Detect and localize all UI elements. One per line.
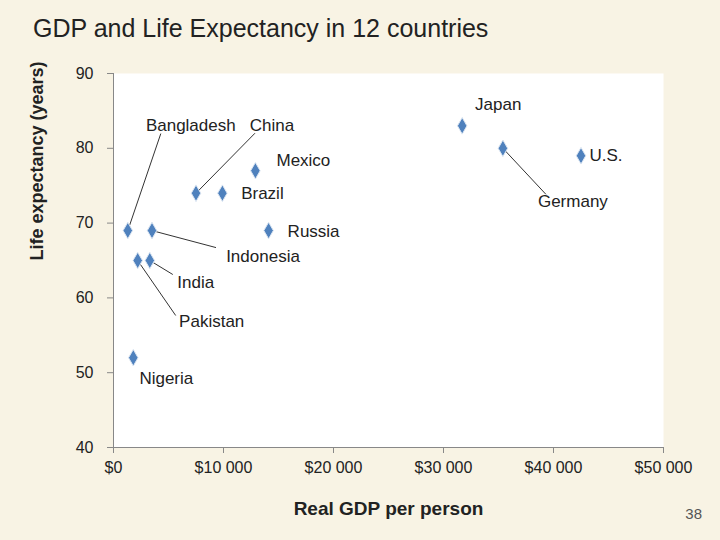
svg-text:$20 000: $20 000: [305, 459, 363, 476]
svg-text:Nigeria: Nigeria: [139, 369, 193, 388]
svg-text:$10 000: $10 000: [195, 459, 253, 476]
svg-text:$50 000: $50 000: [635, 459, 693, 476]
html-text:GDP and Life Expectancy in 12: GDP and Life Expectancy in 12 countries: [33, 14, 489, 42]
svg-text:Brazil: Brazil: [241, 184, 284, 203]
svg-text:India: India: [177, 273, 214, 292]
svg-text:China: China: [250, 116, 295, 135]
svg-text:60: 60: [76, 289, 94, 306]
svg-text:$30 000: $30 000: [415, 459, 473, 476]
svg-text:$40 000: $40 000: [525, 459, 583, 476]
svg-text:Indonesia: Indonesia: [226, 247, 300, 266]
svg-text:Russia: Russia: [288, 222, 341, 241]
svg-text:Pakistan: Pakistan: [179, 312, 244, 331]
svg-text:Mexico: Mexico: [276, 151, 330, 170]
html-text:38: 38: [685, 505, 702, 522]
svg-text:Germany: Germany: [538, 192, 608, 211]
svg-text:40: 40: [76, 439, 94, 456]
svg-text:70: 70: [76, 214, 94, 231]
svg-text:80: 80: [76, 139, 94, 156]
svg-text:Bangladesh: Bangladesh: [146, 116, 236, 135]
svg-text:$0: $0: [105, 459, 123, 476]
svg-text:Japan: Japan: [475, 95, 521, 114]
svg-text:U.S.: U.S.: [589, 146, 622, 165]
svg-text:Life expectancy (years): Life expectancy (years): [27, 61, 47, 260]
svg-text:90: 90: [76, 65, 94, 82]
svg-text:50: 50: [76, 364, 94, 381]
svg-text:Real GDP per person: Real GDP per person: [294, 498, 484, 519]
